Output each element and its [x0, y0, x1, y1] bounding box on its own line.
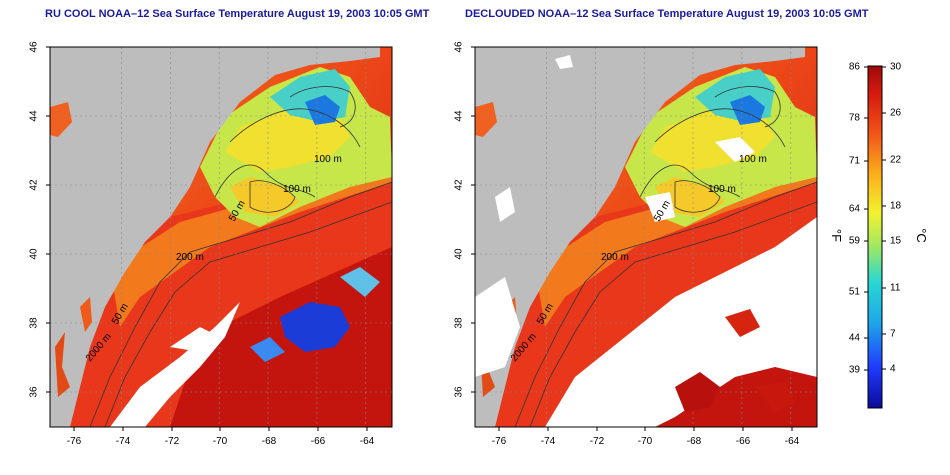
- y-tick-label: 36: [453, 386, 465, 398]
- y-tick-label: 42: [28, 179, 40, 191]
- contour-label: 100 m: [708, 184, 736, 195]
- colorbar-f-label: 39: [848, 364, 860, 376]
- colorbar-c-label: 26: [890, 107, 902, 119]
- left-map-frame: [49, 46, 393, 428]
- x-tick-label: -72: [164, 436, 180, 447]
- contour-label: 200 m: [176, 252, 204, 263]
- x-tick-label: -68: [686, 436, 702, 447]
- colorbar-f-label: 59: [848, 235, 860, 247]
- colorbar-c-label: 30: [890, 61, 902, 73]
- colorbar: [867, 65, 883, 409]
- colorbar-c-label: 18: [890, 200, 902, 212]
- y-tick-label: 44: [28, 110, 40, 122]
- colorbar-f-label: 86: [848, 61, 860, 73]
- colorbar-c-label: 7: [890, 328, 896, 340]
- y-tick-label: 42: [453, 179, 465, 191]
- x-tick-label: -76: [66, 436, 82, 447]
- colorbar-f-label: 44: [848, 332, 860, 344]
- contour-label: 100 m: [283, 184, 311, 195]
- x-tick-label: -70: [637, 436, 653, 447]
- x-tick-label: -64: [359, 436, 375, 447]
- fahrenheit-unit-label: °F: [829, 228, 845, 243]
- y-tick-label: 46: [453, 41, 465, 53]
- y-tick-label: 46: [28, 41, 40, 53]
- x-tick-label: -68: [261, 436, 277, 447]
- x-tick-label: -72: [589, 436, 605, 447]
- x-tick-label: -66: [310, 436, 326, 447]
- colorbar-f-label: 78: [848, 112, 860, 124]
- right-sst-map: [475, 47, 817, 427]
- y-tick-label: 40: [453, 248, 465, 260]
- colorbar-c-label: 11: [890, 282, 901, 294]
- y-tick-label: 44: [453, 110, 465, 122]
- colorbar-f-label: 71: [848, 155, 860, 167]
- x-tick-label: -74: [540, 436, 556, 447]
- x-tick-label: -74: [115, 436, 131, 447]
- y-tick-label: 40: [28, 248, 40, 260]
- contour-label: 200 m: [601, 252, 629, 263]
- colorbar-f-label: 51: [848, 286, 860, 298]
- colorbar-c-label: 4: [890, 363, 896, 375]
- y-tick-label: 36: [28, 386, 40, 398]
- right-map-frame: [474, 46, 818, 428]
- x-tick-label: -66: [735, 436, 751, 447]
- contour-label: 100 m: [314, 154, 342, 165]
- colorbar-c-label: 22: [890, 154, 902, 166]
- y-tick-label: 38: [28, 317, 40, 329]
- colorbar-f-label: 64: [848, 203, 860, 215]
- right-panel-title: DECLOUDED NOAA–12 Sea Surface Temperatur…: [465, 8, 869, 20]
- x-tick-label: -76: [491, 436, 507, 447]
- colorbar-c-label: 15: [890, 235, 902, 247]
- left-sst-map: [50, 47, 392, 427]
- y-tick-label: 38: [453, 317, 465, 329]
- contour-label: 100 m: [739, 154, 767, 165]
- x-tick-label: -70: [212, 436, 228, 447]
- left-panel-title: RU COOL NOAA–12 Sea Surface Temperature …: [45, 8, 430, 20]
- celsius-unit-label: °C: [913, 228, 929, 243]
- x-tick-label: -64: [784, 436, 800, 447]
